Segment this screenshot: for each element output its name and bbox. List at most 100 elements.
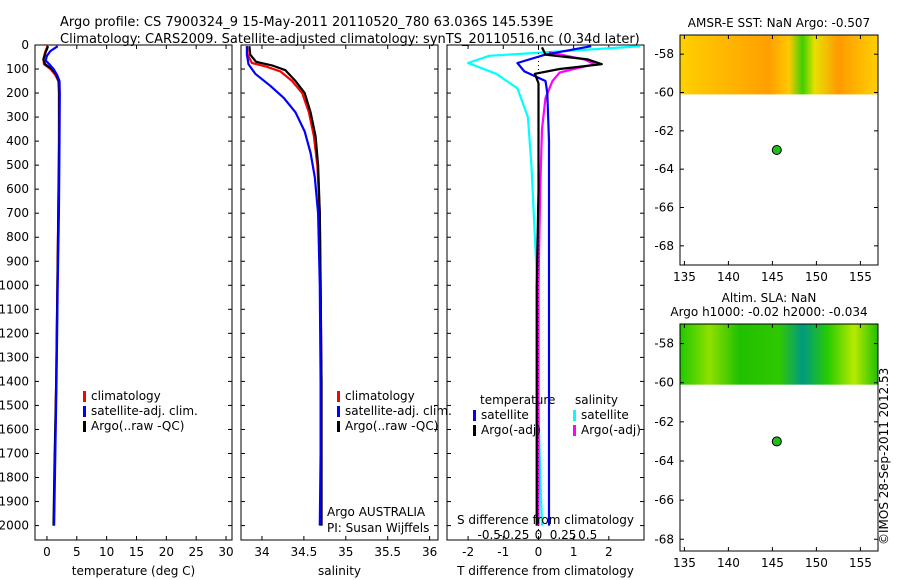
y-tick-label: 1100 [0,302,29,316]
y-tick-label: 1800 [0,471,29,485]
legend-label: climatology [345,389,415,403]
y-tick-label: 500 [6,158,29,172]
x-tick-label: 150 [805,270,828,284]
legend-marker [573,425,576,436]
annotation-text: PI: Susan Wijffels [327,521,429,535]
x-tick-label: 140 [717,270,740,284]
legend-marker [83,406,86,417]
legend-label: satellite-adj. clim. [91,404,198,418]
series-line [44,45,61,526]
y-tick-label: -66 [654,493,674,507]
y-tick-label: 400 [6,134,29,148]
y-tick-label: 900 [6,254,29,268]
x-tick-label: 145 [761,556,784,570]
y-tick-label: -60 [654,376,674,390]
y-tick-label: 1600 [0,422,29,436]
x-tick-label: 145 [761,270,784,284]
y-tick-label: 1300 [0,350,29,364]
legend-label: satellite [581,408,629,422]
argo-position-marker [771,145,782,155]
plot-frame [446,44,645,541]
legend-label: Argo(-adj) [581,423,641,437]
x-axis-label: temperature (deg C) [72,564,195,578]
legend-label: climatology [91,389,161,403]
x-tick-label: 10 [99,545,114,559]
x-tick-label: -1 [497,545,509,559]
legend-marker [337,391,340,402]
y-tick-label: 600 [6,182,29,196]
y-tick-label: -64 [654,454,674,468]
y-tick-label: 200 [6,86,29,100]
secondary-tick-label: 0 [535,528,543,542]
secondary-tick-label: -0.25 [498,528,529,542]
legend-marker [473,410,476,421]
legend-label: Argo(..raw -QC) [91,419,184,433]
x-axis-label: T difference from climatology [456,564,634,578]
x-tick-label: 155 [849,556,872,570]
y-tick-label: -66 [654,201,674,215]
x-tick-label: 25 [189,545,204,559]
figure-title-line1: Argo profile: CS 7900324_9 15-May-2011 2… [60,15,553,30]
series-line [516,45,592,526]
series-line [467,45,641,526]
y-tick-label: -68 [654,239,674,253]
y-tick-label: -62 [654,124,674,138]
series-line [245,46,322,526]
map-subtitle: Argo h1000: -0.02 h2000: -0.034 [670,305,867,319]
legend-marker [337,421,340,432]
x-tick-label: 140 [717,556,740,570]
temperature-profile-panel: 0100200300400500600700800900100011001200… [0,38,234,578]
secondary-tick-label: 0.25 [550,528,577,542]
x-tick-label: 30 [218,545,233,559]
x-tick-label: 36 [422,545,437,559]
sst-heatmap [680,35,878,95]
y-tick-label: -68 [654,532,674,546]
x-tick-label: 150 [805,556,828,570]
x-tick-label: 135 [673,556,696,570]
legend-marker [337,406,340,417]
y-tick-label: -62 [654,415,674,429]
x-tick-label: 135 [673,270,696,284]
y-tick-label: 800 [6,230,29,244]
secondary-tick-label: -0.5 [478,528,501,542]
map-frame [679,323,879,552]
y-tick-label: -58 [654,337,674,351]
salinity-profile-panel: 34 34.5 35 35.5 36 salinity climatologysatelli… [240,44,452,578]
x-tick-label: 2 [605,545,613,559]
map-title: Altim. SLA: NaN [722,291,817,305]
legend-label: satellite-adj. clim. [345,404,452,418]
map-title: AMSR-E SST: NaN Argo: -0.507 [688,16,870,30]
legend-title-temperature: temperature [480,393,555,407]
y-tick-label: 1900 [0,495,29,509]
y-tick-label: 1000 [0,278,29,292]
y-tick-label: -60 [654,86,674,100]
x-tick-label: 1 [570,545,578,559]
x-tick-label: 155 [849,270,872,284]
annotation-text: Argo AUSTRALIA [327,505,426,519]
x-tick-label: -2 [462,545,474,559]
difference-profile-panel: -2 -1 0 1 2 T difference from climatology temp… [446,44,645,578]
x-tick-label: 34 [254,545,269,559]
series-line [533,46,603,526]
legend-title-salinity: salinity [575,393,618,407]
x-tick-label: 0 [43,545,51,559]
y-tick-label: 700 [6,206,29,220]
y-tick-label: 1400 [0,374,29,388]
legend-marker [83,421,86,432]
plot-frame [240,44,439,541]
x-tick-label: 0 [535,545,543,559]
y-tick-label: 1200 [0,326,29,340]
x-tick-label: 34.5 [291,545,318,559]
y-tick-label: 1700 [0,446,29,460]
series-line [245,46,323,526]
legend-marker [573,410,576,421]
legend-label: Argo(..raw -QC) [345,419,438,433]
legend-marker [473,425,476,436]
x-axis-label: salinity [318,564,361,578]
argo-position-marker [771,436,782,447]
x-tick-label: 15 [129,545,144,559]
secondary-tick-label: 0.5 [578,528,597,542]
x-tick-label: 20 [159,545,174,559]
